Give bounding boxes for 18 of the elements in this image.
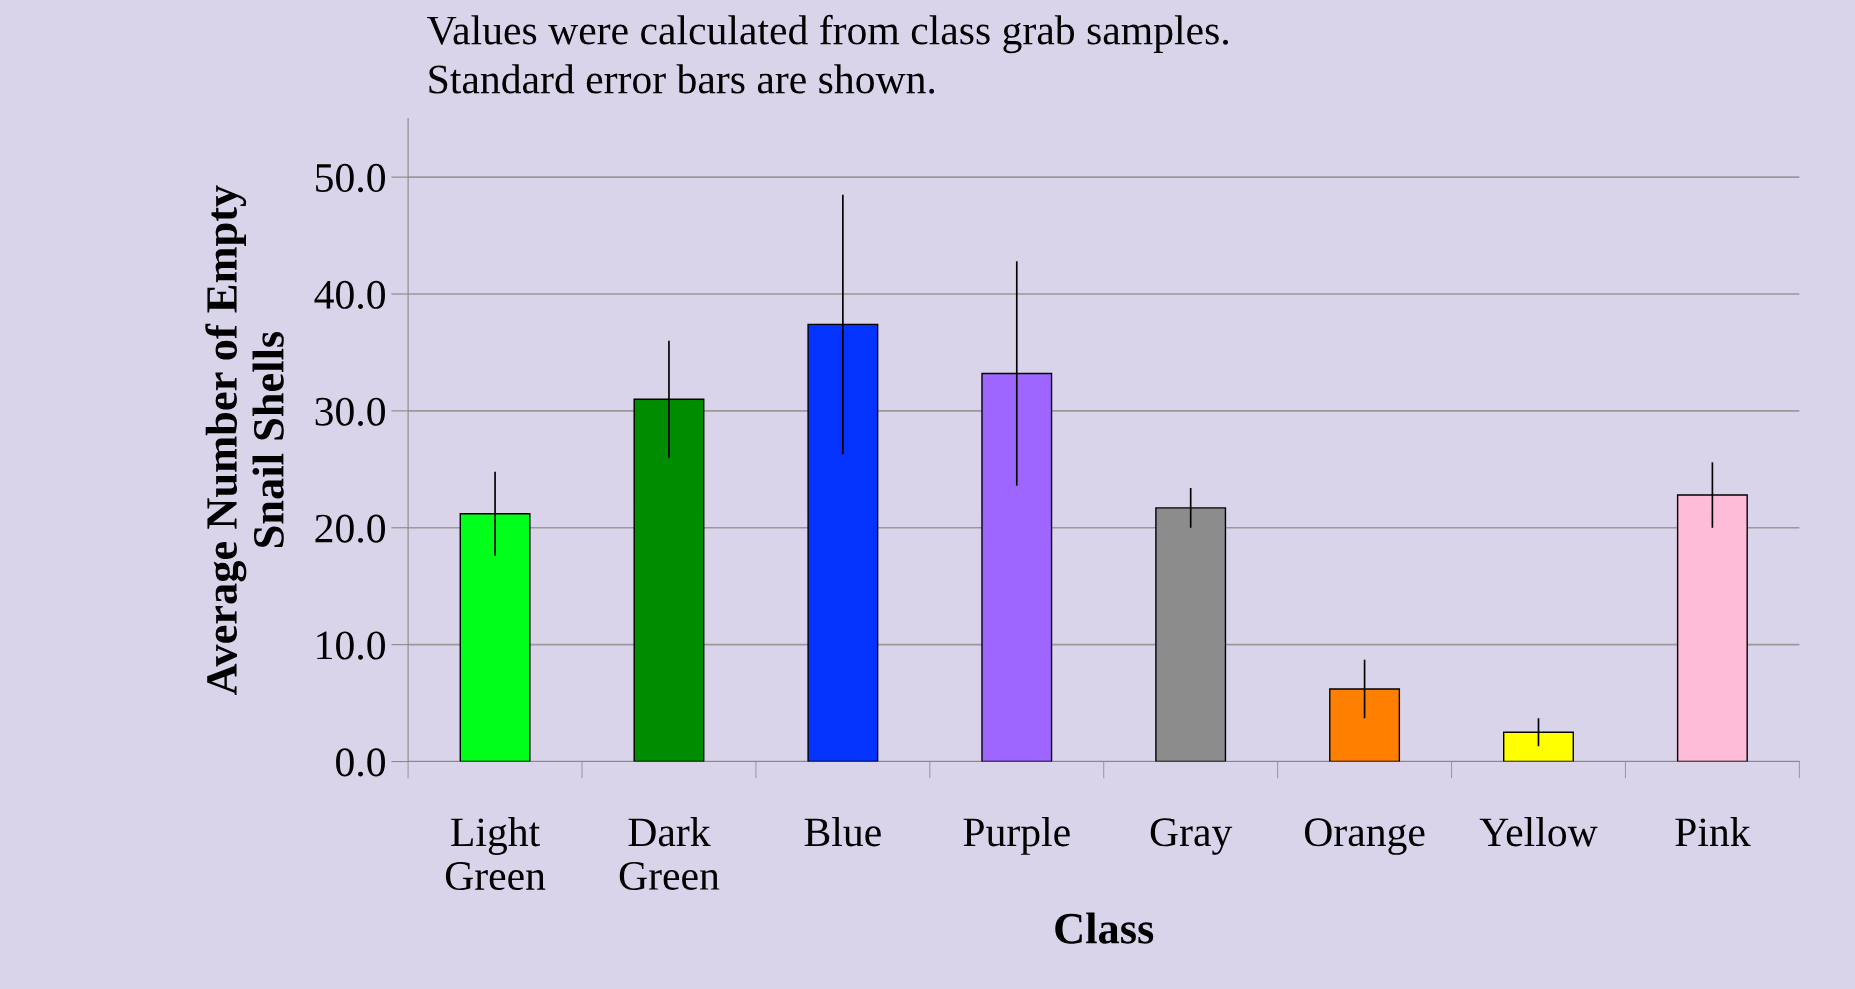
x-tick-label: Purple bbox=[963, 817, 1070, 855]
y-tick-label: 10.0 bbox=[317, 631, 385, 660]
y-tick-label: 30.0 bbox=[315, 397, 385, 426]
y-tick-label: 40.0 bbox=[314, 280, 385, 310]
y-tick-label: 50.0 bbox=[316, 163, 385, 193]
text: Standard error bars are shown. bbox=[429, 64, 935, 94]
x-tick-label: Pink bbox=[1675, 817, 1751, 846]
x-tick-label: Gray bbox=[1150, 818, 1233, 855]
y-tick-label: 0.0 bbox=[336, 748, 385, 777]
x-tick-label: Blue bbox=[804, 817, 881, 847]
x-tick-label: Orange bbox=[1304, 818, 1425, 855]
x-tick-label: Yellow bbox=[1479, 817, 1598, 847]
y-axis-title: Average Number of Empty Snail Shells bbox=[205, 185, 284, 695]
text: Values were calculated from class grab samples. bbox=[427, 14, 1228, 54]
y-tick-label: 20.0 bbox=[315, 514, 385, 543]
x-axis-title: Class bbox=[1055, 912, 1154, 944]
x-tick-label: Dark Green bbox=[619, 817, 720, 890]
x-tick-label: Light Green bbox=[445, 817, 546, 891]
